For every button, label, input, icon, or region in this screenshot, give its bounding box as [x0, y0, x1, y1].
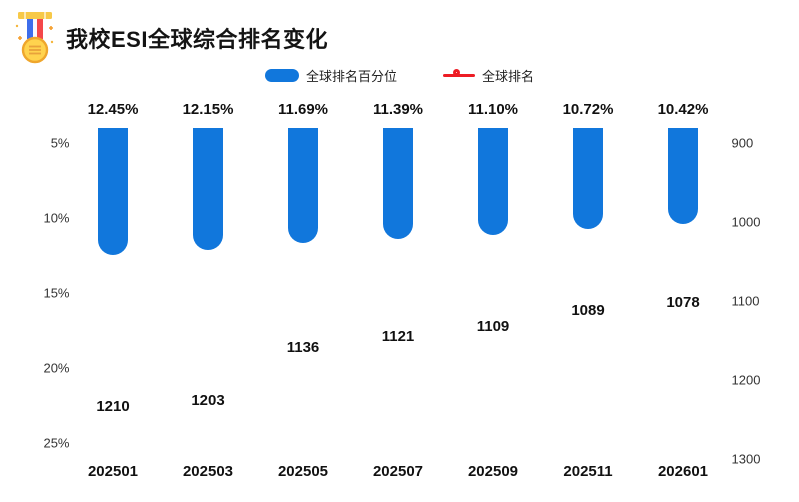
right-axis-tick-label: 900	[731, 135, 754, 151]
bar-202507[interactable]	[383, 128, 413, 239]
left-axis-tick-label: 10%	[43, 210, 70, 226]
left-axis-tick-label: 25%	[43, 435, 70, 451]
x-axis-label-202507: 202507	[372, 463, 424, 480]
line-series-swatch	[443, 69, 475, 82]
bar-value-label: 12.45%	[87, 101, 139, 118]
bar-value-label: 11.39%	[372, 101, 424, 118]
x-axis-label-202511: 202511	[563, 463, 613, 480]
chart-header: 我校ESI全球综合排名变化	[14, 10, 328, 66]
legend-item-rank[interactable]: 全球排名	[443, 66, 534, 85]
bar-value-label: 10.42%	[657, 101, 709, 118]
left-axis-tick-label: 20%	[43, 360, 70, 376]
bar-series-swatch	[264, 69, 299, 82]
point-value-label: 1203	[191, 392, 225, 410]
bar-202505[interactable]	[288, 128, 318, 244]
right-axis-tick-label: 1200	[731, 372, 761, 388]
right-axis-tick-label: 1000	[731, 214, 761, 230]
left-axis-tick-label: 5%	[50, 135, 70, 151]
page-title: 我校ESI全球综合排名变化	[66, 27, 328, 52]
bar-value-label: 10.72%	[562, 101, 614, 118]
point-value-label: 1136	[286, 339, 320, 357]
bar-202503[interactable]	[193, 128, 223, 251]
point-value-label: 1078	[666, 293, 700, 311]
bar-202509[interactable]	[478, 128, 508, 235]
bar-202511[interactable]	[573, 128, 603, 229]
legend-label: 全球排名百分位	[305, 69, 397, 84]
bar-value-label: 11.10%	[467, 101, 519, 118]
x-axis-label-202501: 202501	[87, 463, 139, 480]
left-axis-tick-label: 15%	[43, 285, 70, 301]
point-value-label: 1210	[96, 397, 130, 415]
bar-202501[interactable]	[98, 128, 128, 255]
medal-icon	[15, 12, 54, 64]
point-value-label: 1089	[571, 302, 605, 320]
x-axis-label-202503: 202503	[182, 463, 234, 480]
point-value-label: 1121	[381, 327, 415, 345]
bar-202601[interactable]	[668, 128, 698, 225]
x-axis-label-202509: 202509	[467, 463, 519, 480]
legend-item-percentile[interactable]: 全球排名百分位	[264, 66, 397, 85]
bar-value-label: 11.69%	[277, 101, 329, 118]
bar-value-label: 12.15%	[182, 101, 234, 118]
point-value-label: 1109	[476, 318, 510, 336]
legend-label: 全球排名	[482, 69, 535, 84]
x-axis-label-202601: 202601	[657, 463, 709, 480]
right-axis-tick-label: 1100	[731, 293, 760, 309]
chart-legend: 全球排名百分位 全球排名	[0, 66, 799, 85]
x-axis-label-202505: 202505	[277, 463, 329, 480]
right-axis-tick-label: 1300	[731, 451, 761, 467]
